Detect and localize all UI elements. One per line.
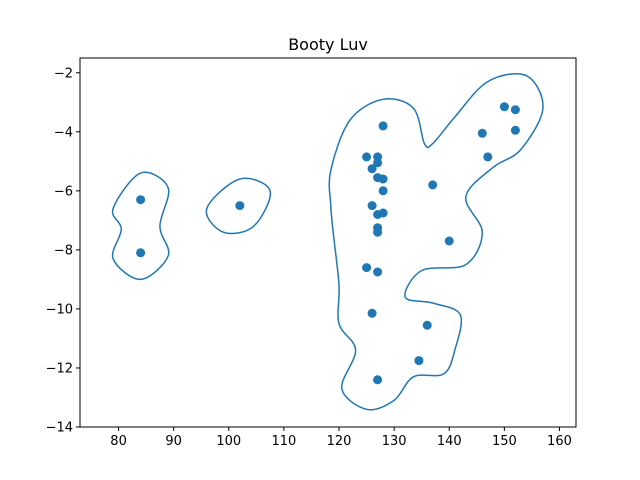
data-point <box>378 174 388 184</box>
data-point <box>444 236 454 246</box>
data-point <box>373 267 383 277</box>
x-tick-label: 140 <box>437 434 462 449</box>
data-point <box>428 180 438 190</box>
data-point <box>378 186 388 196</box>
plot-frame <box>79 57 577 428</box>
chart-title: Booty Luv <box>288 35 368 54</box>
data-point <box>483 152 493 162</box>
plot-area <box>111 73 544 411</box>
data-point <box>414 356 424 366</box>
data-point <box>373 158 383 168</box>
x-tick-label: 80 <box>110 434 127 449</box>
axes: 80 90 100 110 120 130 140 150 160 −14 −12 −10 −8 −6 −4… <box>46 57 577 449</box>
y-tick-label: −4 <box>54 125 73 140</box>
cluster-contour <box>328 73 544 411</box>
x-tick-label: 120 <box>327 434 352 449</box>
data-point <box>367 164 377 174</box>
data-point <box>373 227 383 237</box>
data-point <box>373 375 383 385</box>
data-point <box>136 248 146 258</box>
y-tick-label: −10 <box>46 302 73 317</box>
y-tick-label: −6 <box>54 184 73 199</box>
x-tick-label: 90 <box>165 434 182 449</box>
x-tick-label: 100 <box>216 434 241 449</box>
data-point <box>499 102 509 112</box>
x-tick-label: 150 <box>492 434 517 449</box>
y-tick-label: −2 <box>54 66 73 81</box>
y-tick-label: −12 <box>46 361 73 376</box>
data-point <box>510 125 520 135</box>
data-point <box>422 320 432 330</box>
x-tick-label: 130 <box>382 434 407 449</box>
data-point <box>367 201 377 211</box>
x-tick-label: 110 <box>271 434 296 449</box>
data-point <box>235 201 245 211</box>
data-point <box>362 263 372 273</box>
data-point <box>378 121 388 131</box>
y-tick-label: −8 <box>54 243 73 258</box>
y-tick-label: −14 <box>46 421 73 436</box>
data-point <box>510 105 520 115</box>
data-point <box>477 128 487 138</box>
data-point <box>136 195 146 205</box>
data-point <box>367 308 377 318</box>
cluster-contour <box>205 177 272 235</box>
data-point <box>362 152 372 162</box>
x-tick-label: 160 <box>547 434 572 449</box>
data-point <box>378 208 388 218</box>
cluster-contour <box>111 171 170 281</box>
